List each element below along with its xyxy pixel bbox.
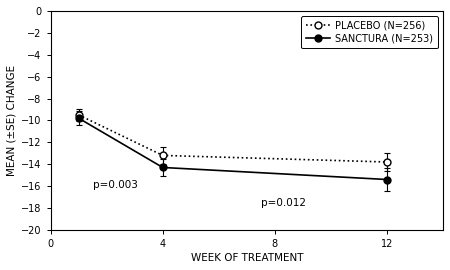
Text: p=0.012: p=0.012: [261, 198, 306, 208]
Y-axis label: MEAN (±SE) CHANGE: MEAN (±SE) CHANGE: [7, 65, 17, 176]
Text: p=0.003: p=0.003: [93, 180, 138, 190]
Legend: PLACEBO (N=256), SANCTURA (N=253): PLACEBO (N=256), SANCTURA (N=253): [302, 16, 438, 48]
X-axis label: WEEK OF TREATMENT: WEEK OF TREATMENT: [191, 253, 303, 263]
